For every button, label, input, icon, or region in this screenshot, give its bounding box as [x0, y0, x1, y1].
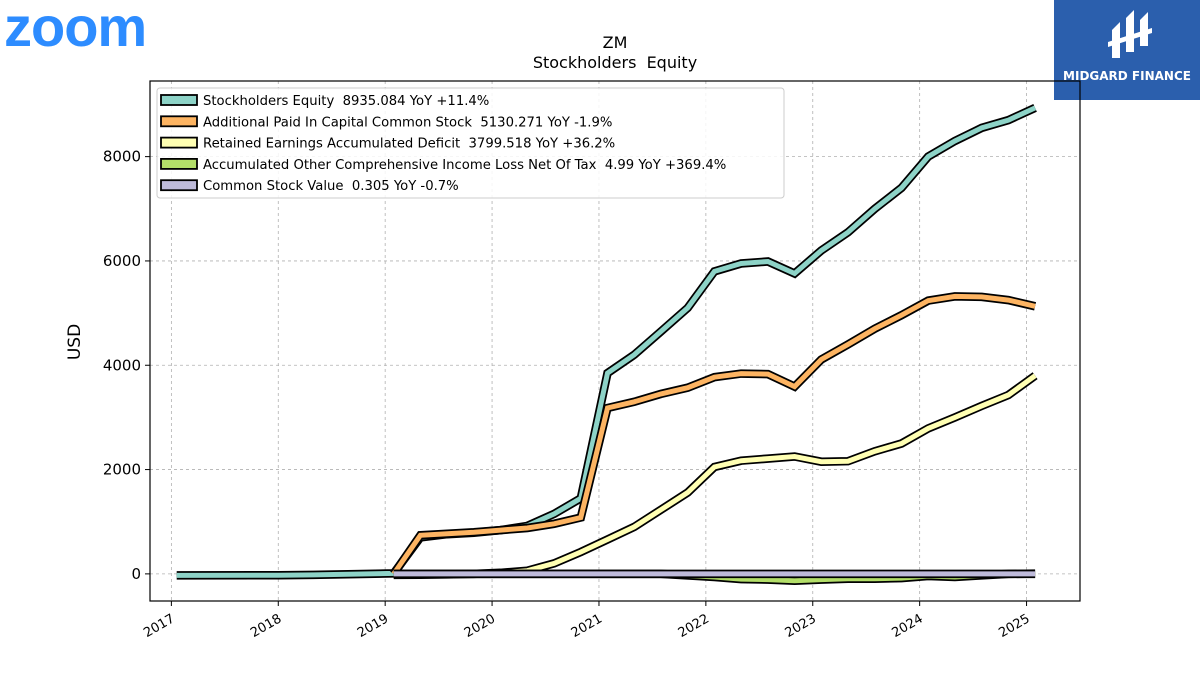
legend-box: [156, 87, 785, 199]
legend-swatch: [160, 157, 198, 170]
midgard-finance-brand: MIDGARD FINANCE: [1054, 0, 1200, 100]
chart-title: ZM: [603, 33, 628, 52]
x-tick-label: 2023: [783, 611, 819, 641]
x-tick-label: 2025: [996, 611, 1032, 641]
x-tick-label: 2018: [248, 611, 284, 641]
x-tick-label: 2019: [355, 611, 391, 641]
series-lines: [176, 104, 1038, 585]
x-tick-label: 2017: [141, 611, 177, 641]
legend-label: Additional Paid In Capital Common Stock …: [203, 115, 612, 130]
legend-swatch: [160, 115, 198, 128]
y-tick-label: 0: [131, 565, 141, 583]
legend-label: Stockholders Equity 8935.084 YoY +11.4%: [203, 94, 489, 109]
legend-swatch: [160, 179, 198, 192]
x-tick-label: 2020: [462, 611, 498, 641]
brand-name: MIDGARD FINANCE: [1063, 69, 1191, 83]
x-tick-label: 2021: [569, 611, 605, 641]
legend-label: Common Stock Value 0.305 YoY -0.7%: [203, 179, 459, 194]
series-line-2: [393, 373, 1037, 578]
y-tick-label: 2000: [103, 461, 141, 479]
legend: Stockholders Equity 8935.084 YoY +11.4% A…: [156, 87, 785, 199]
series-line-1: [391, 293, 1036, 576]
y-axis-label: USD: [65, 324, 85, 360]
series-outline-2: [393, 372, 1038, 580]
legend-label: Accumulated Other Comprehensive Income L…: [203, 158, 726, 173]
chart-subtitle: Stockholders Equity: [533, 53, 697, 72]
y-tick-label: 4000: [103, 356, 141, 374]
x-tick-label: 2022: [676, 611, 712, 641]
legend-label: Retained Earnings Accumulated Deficit 37…: [203, 137, 615, 152]
zoom-logo: zoom: [4, 0, 147, 58]
legend-swatch: [160, 94, 198, 106]
x-tick-label: 2024: [889, 611, 925, 641]
legend-swatch: [160, 136, 198, 149]
y-tick-label: 8000: [103, 148, 141, 166]
midgard-finance-logo-icon: [1108, 10, 1152, 58]
plot-frame: [149, 80, 1081, 602]
y-tick-label: 6000: [103, 252, 141, 270]
